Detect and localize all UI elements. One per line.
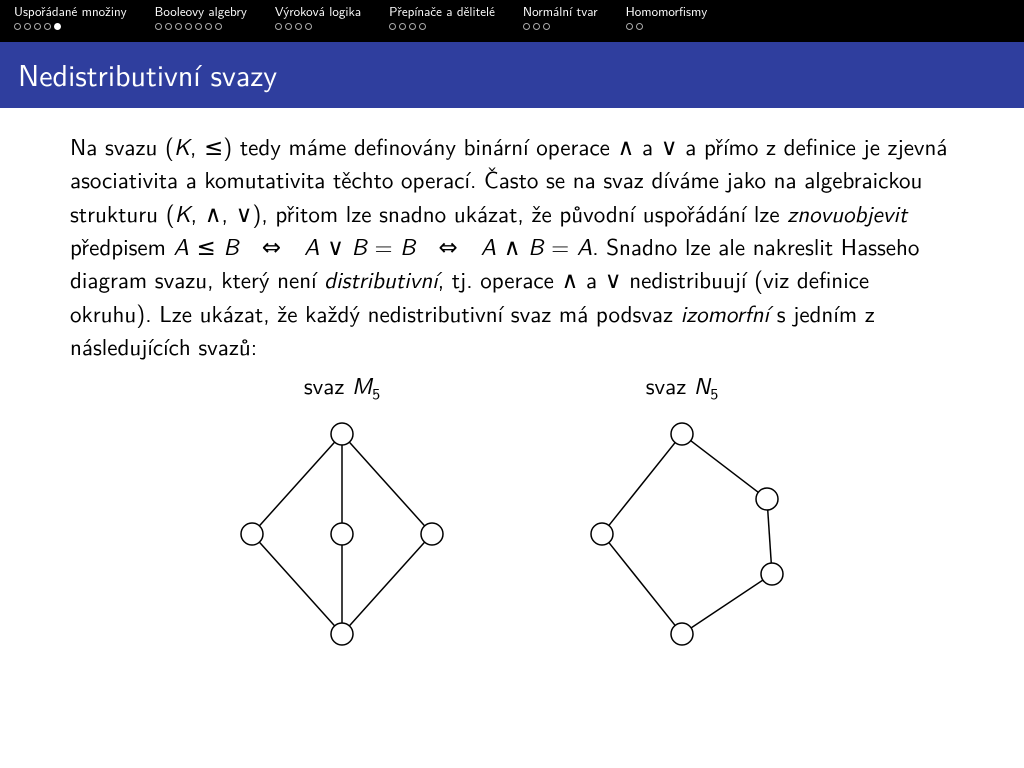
progress-dot[interactable] xyxy=(285,23,292,30)
nav-section-label: Výroková logika xyxy=(275,4,361,20)
progress-dot[interactable] xyxy=(215,23,222,30)
progress-dot[interactable] xyxy=(185,23,192,30)
progress-dot[interactable] xyxy=(305,23,312,30)
progress-dot[interactable] xyxy=(155,23,162,30)
diagram-n5-svg xyxy=(562,409,802,659)
nav-progress-dots xyxy=(523,23,598,30)
diagram-m5-label: svaz M5 xyxy=(222,369,462,405)
nav-section[interactable]: Přepínače a dělitelé xyxy=(375,0,509,42)
diagram-n5: svaz N5 xyxy=(562,369,802,659)
nav-section[interactable]: Booleovy algebry xyxy=(141,0,261,42)
nav-section[interactable]: Uspořádané množiny xyxy=(0,0,141,42)
slide-title: Nedistributivní svazy xyxy=(0,42,1024,108)
nav-section-label: Přepínače a dělitelé xyxy=(389,4,495,20)
nav-section-label: Booleovy algebry xyxy=(155,4,247,20)
diagram-row: svaz M5 svaz N5 xyxy=(70,369,954,659)
progress-dot[interactable] xyxy=(409,23,416,30)
nav-progress-dots xyxy=(155,23,247,30)
progress-dot[interactable] xyxy=(24,23,31,30)
nav-section[interactable]: Homomorfismy xyxy=(612,0,722,42)
progress-dot[interactable] xyxy=(419,23,426,30)
progress-dot[interactable] xyxy=(636,23,643,30)
progress-dot[interactable] xyxy=(44,23,51,30)
progress-dot[interactable] xyxy=(195,23,202,30)
progress-dot[interactable] xyxy=(54,23,61,30)
nav-section[interactable]: Výroková logika xyxy=(261,0,375,42)
progress-dot[interactable] xyxy=(399,23,406,30)
progress-dot[interactable] xyxy=(165,23,172,30)
nav-section[interactable]: Normální tvar xyxy=(509,0,612,42)
slide-body: Na svazu (K, ≤) tedy máme definovány bin… xyxy=(0,108,1024,659)
progress-dot[interactable] xyxy=(205,23,212,30)
diagram-m5: svaz M5 xyxy=(222,369,462,659)
progress-dot[interactable] xyxy=(175,23,182,30)
nav-progress-dots xyxy=(14,23,127,30)
progress-dot[interactable] xyxy=(295,23,302,30)
nav-section-label: Uspořádané množiny xyxy=(14,4,127,20)
diagram-n5-label: svaz N5 xyxy=(562,369,802,405)
progress-dot[interactable] xyxy=(14,23,21,30)
progress-dot[interactable] xyxy=(389,23,396,30)
progress-dot[interactable] xyxy=(523,23,530,30)
progress-dot[interactable] xyxy=(533,23,540,30)
progress-dot[interactable] xyxy=(543,23,550,30)
progress-dot[interactable] xyxy=(626,23,633,30)
diagram-m5-svg xyxy=(222,409,462,659)
nav-progress-dots xyxy=(275,23,361,30)
nav-progress-dots xyxy=(626,23,708,30)
nav-section-label: Normální tvar xyxy=(523,4,598,20)
nav-progress-dots xyxy=(389,23,495,30)
body-paragraph: Na svazu (K, ≤) tedy máme definovány bin… xyxy=(70,130,954,363)
nav-section-label: Homomorfismy xyxy=(626,4,708,20)
progress-dot[interactable] xyxy=(34,23,41,30)
progress-dot[interactable] xyxy=(275,23,282,30)
section-nav: Uspořádané množiny Booleovy algebry Výroko… xyxy=(0,0,1024,42)
